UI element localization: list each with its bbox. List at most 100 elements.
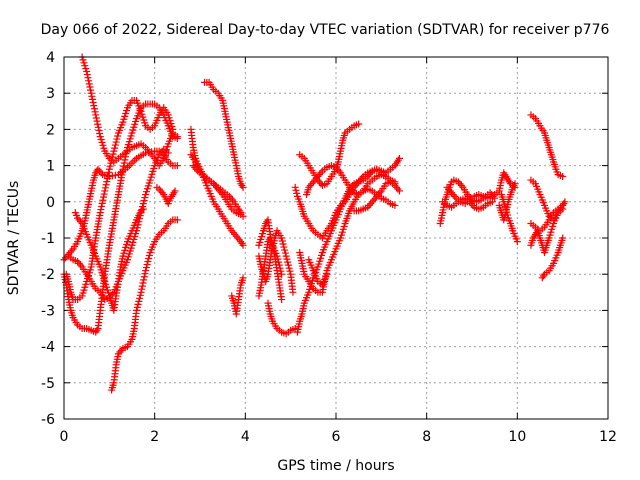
- data-point: [284, 258, 292, 266]
- series-u: [305, 256, 331, 289]
- data-point: [143, 261, 151, 269]
- series-ae: [527, 111, 567, 180]
- series-ad: [497, 191, 521, 246]
- y-tick-label: -5: [41, 376, 55, 392]
- data-point: [114, 132, 122, 140]
- x-tick-label: 6: [332, 429, 341, 445]
- data-point: [395, 154, 403, 162]
- data-point: [277, 267, 285, 275]
- series-f: [62, 96, 177, 304]
- data-point: [275, 261, 283, 269]
- data-point: [100, 190, 108, 198]
- data-point: [133, 227, 141, 235]
- data-point: [137, 209, 145, 217]
- data-point: [395, 187, 403, 195]
- series-aa: [443, 183, 501, 208]
- data-point: [106, 162, 114, 170]
- series-v: [296, 120, 363, 190]
- data-point: [291, 183, 299, 191]
- series-d: [60, 100, 181, 336]
- data-point: [86, 83, 94, 91]
- y-tick-label: 4: [46, 50, 55, 66]
- x-tick-label: 10: [508, 429, 526, 445]
- series-m: [228, 274, 247, 318]
- y-axis-label: SDTVAR / TECUs: [6, 181, 22, 296]
- data-point: [133, 306, 141, 314]
- data-point: [122, 150, 130, 158]
- data-point: [137, 288, 145, 296]
- data-point: [285, 264, 293, 272]
- data-point: [123, 147, 131, 155]
- y-tick-label: 3: [46, 86, 55, 102]
- y-tick-label: -4: [41, 340, 55, 356]
- data-point: [142, 149, 150, 157]
- data-point: [120, 159, 128, 167]
- data-point: [136, 291, 144, 299]
- data-point: [111, 144, 119, 152]
- data-point: [94, 123, 102, 131]
- data-point: [105, 165, 113, 173]
- data-point: [273, 252, 281, 260]
- grid: [64, 57, 608, 419]
- data-point: [108, 153, 116, 161]
- data-point: [88, 92, 96, 100]
- data-point: [88, 95, 96, 103]
- data-point: [173, 216, 181, 224]
- data-point: [511, 180, 519, 188]
- data-point: [559, 201, 567, 209]
- data-point: [109, 150, 117, 158]
- data-point: [144, 258, 152, 266]
- data-point: [97, 206, 105, 214]
- series-b: [60, 147, 181, 264]
- data-point: [280, 243, 288, 251]
- y-tick-label: -6: [41, 412, 55, 428]
- data-point: [87, 89, 95, 97]
- data-point: [85, 77, 93, 85]
- data-point: [101, 187, 109, 195]
- x-axis-label: GPS time / hours: [277, 458, 394, 474]
- series-ai: [538, 234, 567, 282]
- data-point: [142, 264, 150, 272]
- data-point: [110, 147, 118, 155]
- y-tick-label: -1: [41, 231, 55, 247]
- data-point: [92, 111, 100, 119]
- data-point: [169, 125, 177, 133]
- data-point: [104, 171, 112, 179]
- data-point: [85, 80, 93, 88]
- data-points: [60, 53, 569, 394]
- y-tick-label: 0: [46, 195, 55, 211]
- series-ag: [527, 198, 569, 256]
- series-af: [527, 176, 567, 224]
- data-point: [133, 303, 141, 311]
- data-point: [282, 252, 290, 260]
- series-q: [264, 299, 299, 338]
- data-point: [94, 120, 102, 128]
- data-point: [276, 264, 284, 272]
- data-point: [139, 203, 147, 211]
- data-point: [139, 279, 147, 287]
- data-point: [90, 105, 98, 113]
- data-point: [140, 273, 148, 281]
- data-point: [138, 285, 146, 293]
- x-tick-label: 8: [422, 429, 431, 445]
- chart-title: Day 066 of 2022, Sidereal Day-to-day VTE…: [41, 22, 610, 38]
- data-point: [134, 221, 142, 229]
- data-point: [145, 255, 153, 263]
- data-point: [111, 171, 119, 179]
- data-point: [275, 258, 283, 266]
- data-point: [93, 326, 101, 334]
- data-point: [136, 294, 144, 302]
- data-point: [136, 212, 144, 220]
- x-tick-label: 12: [599, 429, 617, 445]
- data-point: [105, 168, 113, 176]
- x-tick-label: 0: [60, 429, 69, 445]
- data-point: [112, 138, 120, 146]
- data-point: [141, 270, 149, 278]
- data-point: [129, 158, 137, 166]
- data-point: [108, 156, 116, 164]
- data-point: [561, 198, 569, 206]
- data-point: [239, 212, 247, 220]
- data-point: [92, 114, 100, 122]
- data-point: [281, 246, 289, 254]
